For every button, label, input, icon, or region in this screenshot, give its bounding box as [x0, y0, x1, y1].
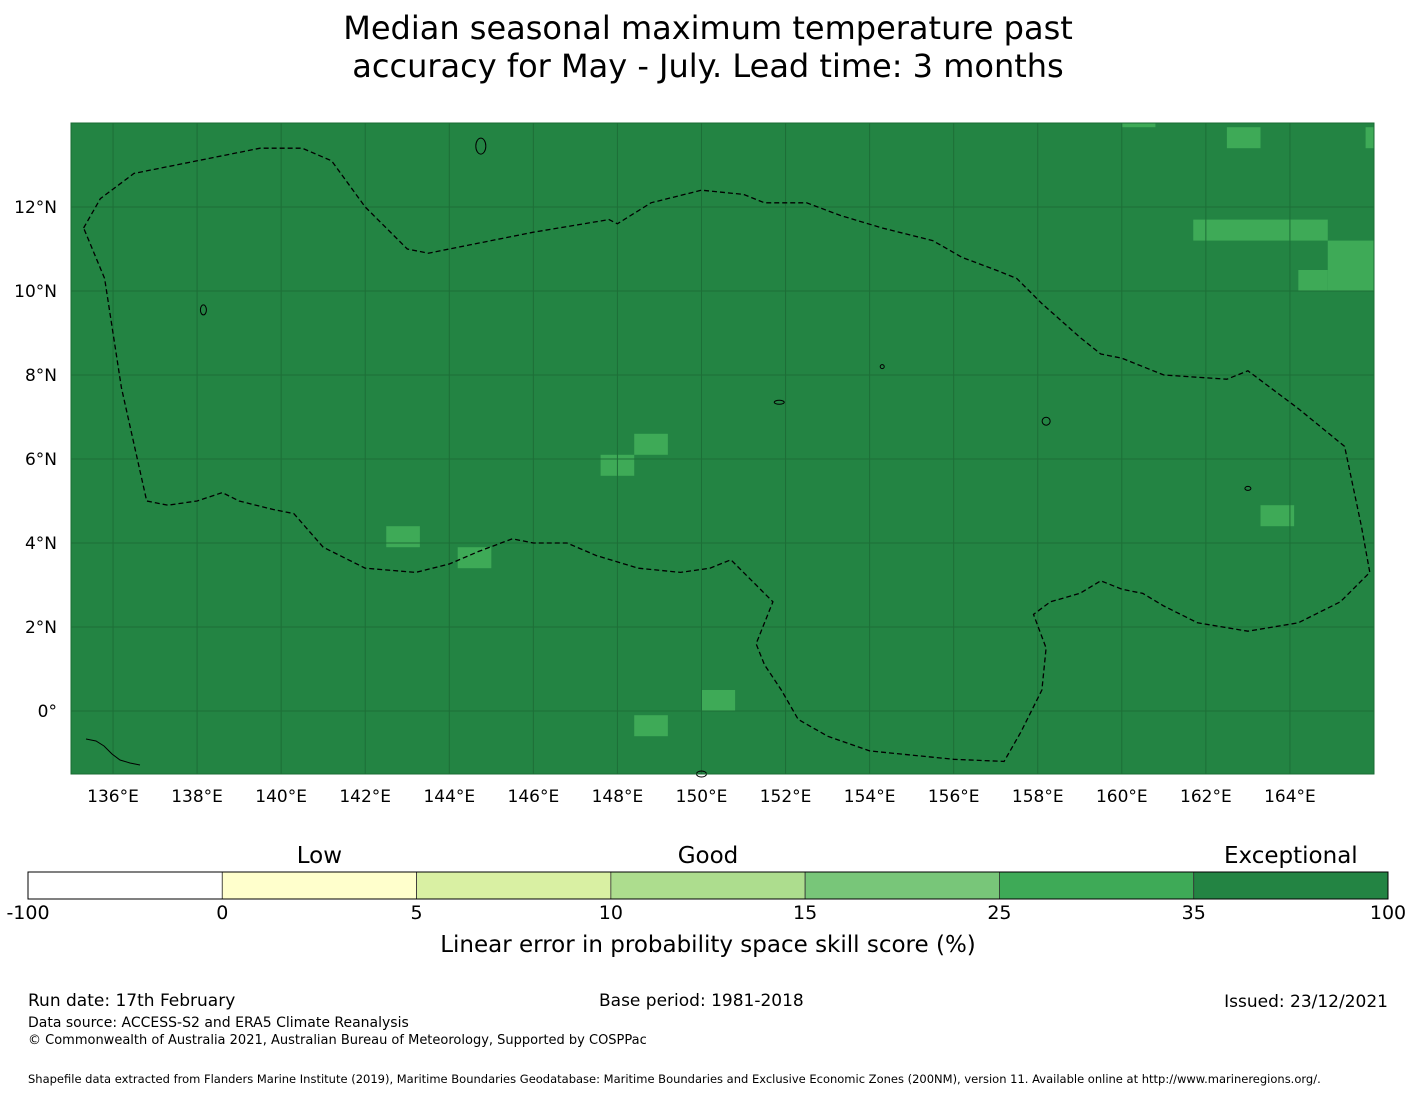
- longitude-tick-label: 138°E: [171, 787, 223, 807]
- skill-cell: [1193, 219, 1328, 241]
- island-outline: [1041, 416, 1051, 426]
- colorbar-bin: [221, 871, 417, 900]
- colorbar-tick: 0: [216, 902, 229, 924]
- latitude-tick-label: 0°: [38, 702, 57, 722]
- skill-cell: [1226, 127, 1261, 149]
- longitude-tick-label: 162°E: [1180, 787, 1232, 807]
- colorbar-bin: [999, 871, 1195, 900]
- colorbar-bin: [804, 871, 1000, 900]
- longitude-ticks: 136°E 138°E 140°E 142°E 144°E 146°E 148°E 150°E…: [87, 787, 1316, 807]
- colorbar-tick: 25: [987, 902, 1012, 924]
- longitude-tick-label: 154°E: [844, 787, 896, 807]
- skill-cell: [634, 433, 668, 455]
- longitude-tick-label: 148°E: [592, 787, 644, 807]
- skill-cell: [1260, 505, 1295, 527]
- longitude-tick-label: 156°E: [928, 787, 980, 807]
- longitude-tick-label: 146°E: [508, 787, 560, 807]
- latitude-tick-label: 4°N: [25, 534, 57, 554]
- eez-boundary: [82, 147, 1371, 763]
- map-background: [71, 123, 1374, 774]
- latitude-ticks: 12°N 10°N 8°N 6°N 4°N 2°N 0°: [14, 198, 57, 722]
- map-frame: [70, 122, 1375, 775]
- skill-cell: [1298, 270, 1328, 291]
- colorbar-bin: [416, 871, 612, 900]
- colorbar-tick: 35: [1181, 902, 1206, 924]
- skill-cell: [701, 690, 736, 711]
- colorbar: [27, 871, 1389, 900]
- run-date: Run date: 17th February: [28, 991, 236, 1011]
- island-outline: [199, 304, 207, 316]
- map-title-line-2: accuracy for May - July. Lead time: 3 mo…: [352, 47, 1064, 85]
- issued-date: Issued: 23/12/2021: [1224, 992, 1388, 1012]
- longitude-tick-label: 140°E: [255, 787, 307, 807]
- colorbar-bin: [610, 871, 806, 900]
- island-outline: [879, 364, 885, 370]
- colorbar-tick: 100: [1369, 902, 1407, 924]
- island-outline: [1244, 485, 1252, 491]
- latitude-tick-label: 2°N: [25, 618, 57, 638]
- island-outline: [475, 137, 487, 155]
- shapefile-credit: Shapefile data extracted from Flanders M…: [28, 1072, 1321, 1086]
- colorbar-bin: [27, 871, 223, 900]
- copyright-notice: © Commonwealth of Australia 2021, Austra…: [28, 1033, 647, 1048]
- longitude-tick-label: 152°E: [760, 787, 812, 807]
- latitude-tick-label: 8°N: [25, 366, 57, 386]
- colorbar-label: Linear error in probability space skill …: [440, 932, 976, 958]
- colorbar-frame: [27, 871, 1389, 900]
- graticule-layer: [71, 123, 1374, 774]
- skill-cell: [457, 547, 492, 569]
- colorbar-tick: 5: [410, 902, 423, 924]
- colorbar-category-good: Good: [677, 843, 739, 869]
- longitude-tick-label: 142°E: [339, 787, 391, 807]
- skill-cell: [1121, 123, 1156, 128]
- skill-cell: [1327, 240, 1374, 291]
- latitude-tick-label: 12°N: [14, 198, 57, 218]
- data-source: Data source: ACCESS-S2 and ERA5 Climate …: [28, 1015, 409, 1031]
- longitude-tick-label: 136°E: [87, 787, 139, 807]
- colorbar-tick: 15: [793, 902, 818, 924]
- skill-cells-layer: [386, 123, 1374, 737]
- longitude-tick-label: 160°E: [1096, 787, 1148, 807]
- map-title-line-1: Median seasonal maximum temperature past: [343, 9, 1073, 47]
- skill-cell: [1365, 127, 1374, 149]
- island-outline: [773, 399, 785, 405]
- latitude-tick-label: 10°N: [14, 282, 57, 302]
- base-period: Base period: 1981-2018: [599, 991, 804, 1011]
- longitude-tick-label: 164°E: [1264, 787, 1316, 807]
- skill-cell: [386, 526, 420, 548]
- colorbar-bin: [1193, 871, 1389, 900]
- colorbar-category-exceptional: Exceptional: [1224, 843, 1358, 869]
- colorbar-tick: -100: [6, 902, 50, 924]
- coastline: [85, 738, 141, 766]
- longitude-tick-label: 144°E: [423, 787, 475, 807]
- colorbar-category-low: Low: [296, 843, 343, 869]
- longitude-tick-label: 158°E: [1012, 787, 1064, 807]
- skill-cell: [634, 715, 668, 737]
- latitude-tick-label: 6°N: [25, 450, 57, 470]
- longitude-tick-label: 150°E: [676, 787, 728, 807]
- colorbar-tick: 10: [598, 902, 623, 924]
